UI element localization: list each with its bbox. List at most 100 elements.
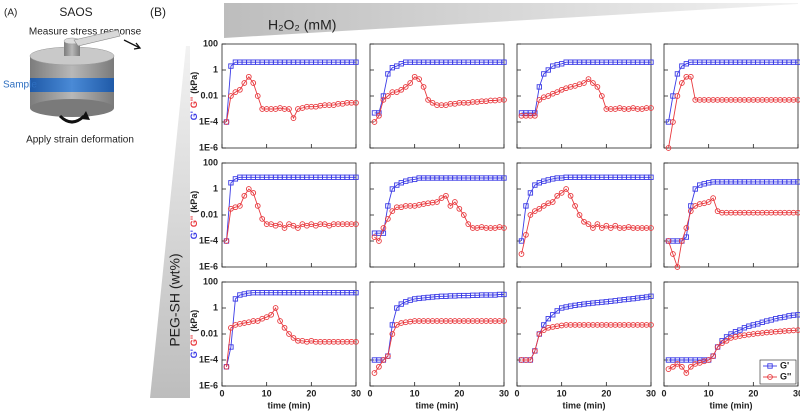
marker xyxy=(434,199,440,205)
marker xyxy=(536,84,542,90)
marker xyxy=(447,203,454,209)
marker xyxy=(245,186,252,192)
x-tick-label: 0 xyxy=(661,388,666,398)
marker xyxy=(541,71,547,77)
marker xyxy=(241,80,248,86)
y-axis-label-part: G' xyxy=(189,111,199,120)
marker xyxy=(554,308,560,314)
marker xyxy=(540,327,547,333)
sample-layer xyxy=(30,76,114,92)
marker xyxy=(393,89,400,95)
marker xyxy=(545,316,551,322)
marker xyxy=(795,327,800,333)
marker xyxy=(679,363,685,370)
marker xyxy=(385,353,391,359)
x-tick-label: 10 xyxy=(262,388,272,398)
panel-title: SAOS xyxy=(59,5,92,19)
marker xyxy=(683,370,690,376)
marker xyxy=(465,221,472,227)
marker xyxy=(438,195,445,201)
marker xyxy=(679,80,685,86)
marker xyxy=(767,363,773,369)
marker xyxy=(241,192,248,199)
marker xyxy=(585,76,592,82)
y-tick-label: 1E-6 xyxy=(199,261,218,271)
marker xyxy=(460,212,467,218)
y-axis-label-part: G'' xyxy=(189,216,199,227)
marker xyxy=(674,71,681,77)
marker xyxy=(456,205,463,212)
marker xyxy=(281,225,288,231)
marker xyxy=(705,357,712,363)
marker xyxy=(263,314,270,320)
marker xyxy=(272,305,279,311)
plot-frame xyxy=(221,43,357,149)
y-axis-label-part: (kPa) xyxy=(189,310,199,332)
marker xyxy=(687,363,694,370)
marker xyxy=(223,238,230,244)
marker xyxy=(648,225,654,231)
y-tick-label: 100 xyxy=(203,157,218,167)
y-tick-label: 1E-4 xyxy=(199,354,218,364)
peg-wedge xyxy=(150,46,190,398)
y-tick-label: 0.01 xyxy=(200,209,218,219)
marker xyxy=(705,199,712,205)
marker xyxy=(648,59,654,65)
panel-label: (A) xyxy=(4,8,17,19)
y-tick-label: 100 xyxy=(203,276,218,286)
marker xyxy=(607,225,614,231)
left-axis-label: PEG-SH (wt%) xyxy=(167,253,183,346)
marker xyxy=(665,238,672,244)
y-tick-label: 0.01 xyxy=(200,328,218,338)
marker xyxy=(554,192,561,199)
marker xyxy=(371,370,378,376)
marker xyxy=(259,216,266,222)
marker xyxy=(554,89,561,95)
y-tick-label: 0.01 xyxy=(200,90,218,100)
arm-arrow xyxy=(123,39,142,50)
marker xyxy=(501,175,507,181)
sample-label: Sample xyxy=(3,80,37,91)
marker xyxy=(648,293,654,299)
marker xyxy=(674,361,681,367)
marker xyxy=(545,67,551,73)
marker xyxy=(281,324,288,331)
rotation-arrowhead xyxy=(81,111,90,120)
y-tick-label: 1 xyxy=(213,64,218,74)
marker xyxy=(228,324,234,331)
marker xyxy=(353,99,359,106)
marker xyxy=(254,318,261,324)
marker xyxy=(254,203,261,209)
marker xyxy=(237,86,243,93)
marker xyxy=(581,218,587,225)
marker xyxy=(385,93,391,99)
marker xyxy=(290,222,297,229)
note: Apply strain deformation xyxy=(26,135,134,146)
series-line xyxy=(226,76,356,123)
marker xyxy=(286,106,292,112)
marker xyxy=(228,180,234,186)
x-tick-label: 0 xyxy=(514,388,519,398)
y-tick-label: 1E-6 xyxy=(199,142,218,152)
marker xyxy=(536,205,543,212)
marker xyxy=(295,225,301,231)
marker xyxy=(648,174,654,180)
legend-label: G' xyxy=(780,360,789,370)
x-tick-label: 20 xyxy=(748,388,758,398)
x-tick-label: 0 xyxy=(367,388,372,398)
x-tick-label: 20 xyxy=(601,388,611,398)
x-tick-label: 30 xyxy=(351,388,361,398)
marker xyxy=(665,366,672,372)
marker xyxy=(353,59,359,65)
marker xyxy=(250,80,257,86)
marker xyxy=(723,337,730,344)
marker xyxy=(683,234,689,240)
marker xyxy=(767,374,773,380)
marker xyxy=(714,344,721,350)
marker xyxy=(518,251,525,257)
marker xyxy=(532,348,538,354)
marker xyxy=(232,296,239,302)
y-tick-label: 1 xyxy=(213,302,218,312)
plot-frame xyxy=(516,43,652,149)
